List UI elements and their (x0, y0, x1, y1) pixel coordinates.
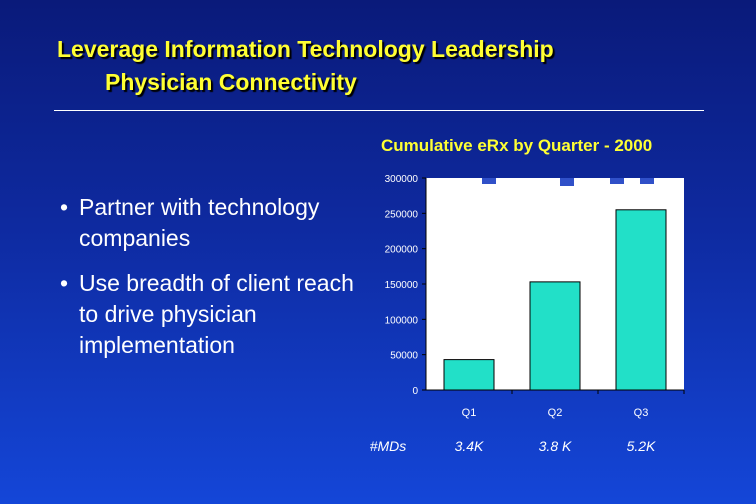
md-count-value: 3.4K (455, 438, 484, 454)
md-count-value: 5.2K (627, 438, 656, 454)
bullet-text: Use breadth of client reach to drive phy… (79, 270, 354, 358)
title-line-1: Leverage Information Technology Leadersh… (57, 36, 554, 62)
bullet-marker: • (60, 270, 69, 296)
md-count-value: 3.8 K (539, 438, 572, 454)
y-tick-label: 200000 (385, 245, 419, 256)
bullet-list: • Partner with technology companies • Us… (60, 192, 354, 375)
chart-title: Cumulative eRx by Quarter - 2000 (381, 136, 653, 155)
md-count-label: #MDs (370, 438, 407, 454)
bullet-text: Partner with technology companies (79, 194, 320, 251)
bullet-marker: • (60, 194, 69, 220)
x-tick-label: Q2 (548, 407, 563, 419)
slide-title: Leverage Information Technology Leadersh… (57, 33, 554, 99)
bullet-item: • Partner with technology companies (60, 192, 354, 254)
bar-q2 (529, 281, 581, 391)
y-tick-label: 100000 (385, 315, 419, 326)
title-divider (54, 110, 704, 111)
title-line-2: Physician Connectivity (105, 69, 357, 95)
x-tick-label: Q1 (462, 407, 477, 419)
y-tick-label: 300000 (385, 174, 419, 185)
bar-q3 (615, 209, 667, 391)
y-tick-label: 250000 (385, 209, 419, 220)
y-tick-label: 0 (412, 386, 418, 397)
y-tick-label: 50000 (390, 351, 418, 362)
marker-icons (482, 178, 654, 186)
x-tick-label: Q3 (634, 407, 649, 419)
y-tick-label: 150000 (385, 280, 419, 291)
bullet-item: • Use breadth of client reach to drive p… (60, 268, 354, 361)
bar-q1 (443, 359, 495, 391)
